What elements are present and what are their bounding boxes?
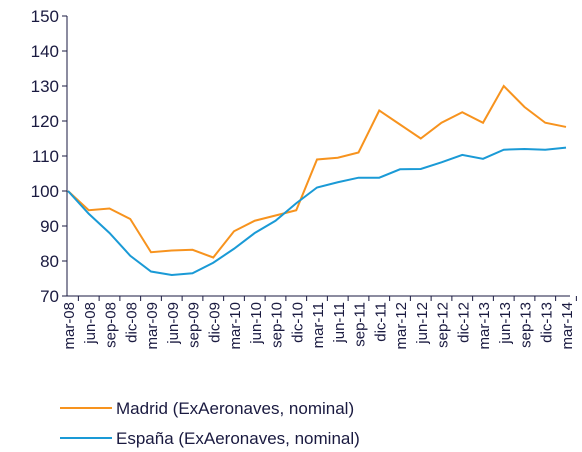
x-tick-label: jun-11 bbox=[331, 302, 348, 344]
x-tick-label: dic-11 bbox=[372, 302, 389, 342]
y-tick-label: 80 bbox=[40, 252, 59, 271]
x-tick-label: mar-09 bbox=[144, 302, 161, 350]
x-tick-label: sep-12 bbox=[435, 302, 452, 348]
x-tick-label: mar-12 bbox=[393, 302, 410, 350]
x-tick-label: mar-08 bbox=[61, 302, 78, 350]
y-tick-label: 140 bbox=[31, 42, 59, 61]
x-tick-label: mar-13 bbox=[476, 302, 493, 350]
x-tick-label: jun-09 bbox=[165, 302, 182, 345]
legend-label: España (ExAeronaves, nominal) bbox=[116, 429, 360, 448]
x-tick-label: dic-12 bbox=[455, 302, 472, 343]
x-tick-label: jun-13 bbox=[497, 302, 514, 345]
x-tick-label: sep-08 bbox=[103, 302, 120, 348]
x-tick-label: sep-10 bbox=[269, 302, 286, 348]
line bbox=[67, 146, 567, 277]
x-tick-label: mar-14 bbox=[559, 302, 576, 350]
y-tick-label: 90 bbox=[40, 217, 59, 236]
x-tick-label: jun-12 bbox=[414, 302, 431, 345]
x-tick-label: dic-08 bbox=[123, 302, 140, 343]
line bbox=[67, 84, 567, 259]
x-tick-label: sep-09 bbox=[186, 302, 203, 348]
y-tick-label: 100 bbox=[31, 182, 59, 201]
y-tick-label: 110 bbox=[32, 147, 59, 166]
legend-label: Madrid (ExAeronaves, nominal) bbox=[116, 399, 354, 418]
x-tick-label: dic-13 bbox=[538, 302, 555, 343]
x-tick-label: dic-10 bbox=[289, 302, 306, 343]
x-tick-label: jun-10 bbox=[248, 302, 265, 345]
y-tick-label: 120 bbox=[31, 112, 59, 131]
x-tick-label: sep-13 bbox=[518, 302, 535, 348]
y-tick-label: 70 bbox=[40, 287, 59, 306]
x-tick-label: dic-09 bbox=[206, 302, 223, 343]
x-tick-label: mar-10 bbox=[227, 302, 244, 350]
x-tick-label: sep-11 bbox=[352, 302, 369, 347]
y-tick-label: 130 bbox=[31, 77, 59, 96]
y-tick-label: 150 bbox=[31, 7, 59, 26]
x-tick-label: mar-11 bbox=[310, 302, 327, 348]
x-tick-label: jun-08 bbox=[82, 302, 99, 345]
